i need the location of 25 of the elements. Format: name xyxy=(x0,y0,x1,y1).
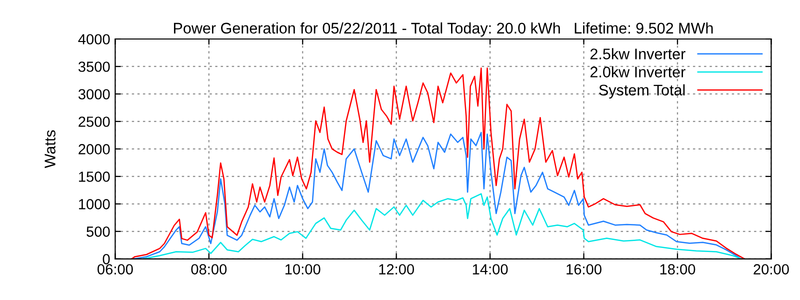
y-tick-label: 3000 xyxy=(78,89,110,100)
legend-label: 2.5kw Inverter xyxy=(590,48,686,60)
x-tick-label: 12:00 xyxy=(379,264,414,274)
y-tick-label: 0 xyxy=(102,254,110,264)
x-tick-label: 16:00 xyxy=(566,264,602,274)
y-axis-title: Watts xyxy=(44,130,56,168)
x-tick-label: 08:00 xyxy=(191,264,227,274)
legend-label: 2.0kw Inverter xyxy=(590,66,686,78)
chart-title: Power Generation for 05/22/2011 - Total Today: 20.0 kWh Lifetime: 9.502 MWh xyxy=(174,22,713,37)
line-series xyxy=(130,68,746,259)
x-tick-label: 06:00 xyxy=(98,264,133,274)
x-tick-label: 18:00 xyxy=(660,264,696,274)
y-tick-label: 2500 xyxy=(78,116,110,127)
x-tick-label: 20:00 xyxy=(754,264,789,274)
x-tick-label: 10:00 xyxy=(285,264,320,274)
y-tick-label: 4000 xyxy=(78,34,110,44)
line-series xyxy=(142,193,742,259)
y-tick-label: 1500 xyxy=(79,172,110,182)
x-tick-label: 14:00 xyxy=(472,264,508,274)
line-series xyxy=(133,132,742,259)
legend-label: System Total xyxy=(599,84,685,99)
y-tick-label: 1000 xyxy=(79,199,110,210)
y-tick-label: 500 xyxy=(86,226,110,237)
y-tick-label: 2000 xyxy=(78,144,110,154)
y-tick-label: 3500 xyxy=(78,62,110,72)
